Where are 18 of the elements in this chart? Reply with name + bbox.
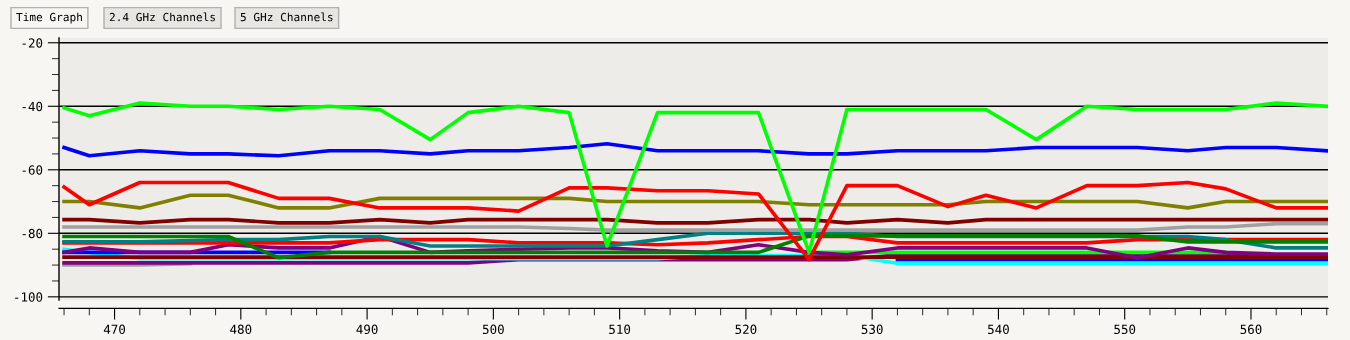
- x-tick-label: 550: [1114, 324, 1136, 335]
- y-tick-label: -80: [22, 228, 43, 239]
- y-tick-label: -60: [22, 165, 43, 175]
- x-tick-label: 470: [103, 324, 126, 335]
- text: 5 GHz Channels: [240, 12, 333, 22]
- x-tick-label: 500: [482, 324, 504, 335]
- y-tick-label: -100: [15, 292, 43, 302]
- x-tick-label: 560: [1240, 324, 1262, 335]
- text: Time Graph: [16, 12, 82, 24]
- text: 2.4 GHz Channels: [109, 12, 215, 22]
- x-tick-label: 530: [861, 324, 883, 335]
- x-tick-label: 510: [609, 324, 631, 335]
- x-tick-label: 520: [735, 324, 757, 335]
- x-tick-label: 490: [356, 324, 378, 335]
- y-tick-label: -20: [22, 38, 43, 48]
- y-tick-label: -40: [22, 101, 43, 112]
- x-tick-label: 480: [230, 324, 252, 335]
- x-tick-label: 540: [988, 324, 1009, 335]
